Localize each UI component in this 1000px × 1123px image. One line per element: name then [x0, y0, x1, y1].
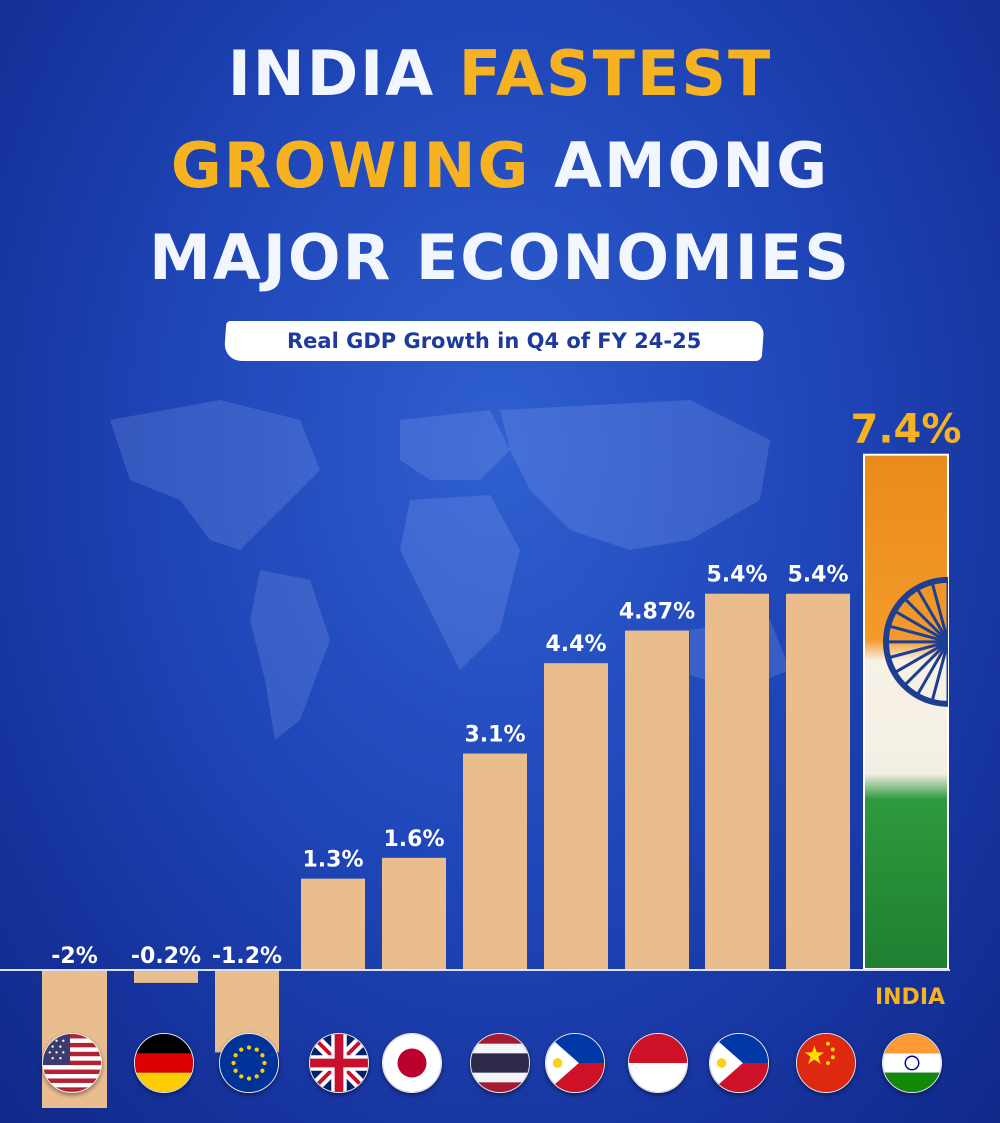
india-label: INDIA	[874, 985, 946, 1010]
china-flag-icon	[796, 1033, 856, 1093]
value-label: 4.4%	[545, 632, 606, 657]
bar	[134, 969, 198, 983]
title-highlight: GROWING	[170, 129, 531, 202]
title-line-1: INDIA FASTEST	[0, 28, 1000, 120]
usa-flag-icon	[42, 1033, 102, 1093]
value-label: -0.2%	[131, 944, 201, 969]
philippines-flag-icon	[709, 1033, 769, 1093]
bar	[382, 857, 446, 969]
value-label: 4.87%	[619, 600, 695, 625]
value-label: 3.1%	[464, 723, 525, 748]
bar	[544, 663, 608, 969]
japan-flag-icon	[382, 1033, 442, 1093]
germany-flag-icon	[134, 1033, 194, 1093]
value-label: 1.3%	[302, 848, 363, 873]
infographic-title: INDIA FASTEST GROWING AMONG MAJOR ECONOM…	[0, 28, 1000, 304]
title-text: INDIA	[227, 37, 459, 110]
value-label: 5.4%	[787, 563, 848, 588]
bar	[705, 593, 769, 969]
philippines-flag-icon	[545, 1033, 605, 1093]
title-highlight: FASTEST	[458, 37, 773, 110]
title-line-3: MAJOR ECONOMIES	[0, 212, 1000, 304]
bar	[625, 630, 689, 969]
india-flag-icon	[882, 1033, 942, 1093]
uk-flag-icon	[309, 1033, 369, 1093]
bar	[786, 593, 850, 969]
value-label: -1.2%	[212, 944, 282, 969]
world-map-background	[110, 400, 790, 740]
indonesia-flag-icon	[628, 1033, 688, 1093]
value-label: 5.4%	[706, 563, 767, 588]
value-label: -2%	[51, 944, 97, 969]
bar	[463, 753, 527, 969]
value-label: 7.4%	[851, 407, 962, 453]
thailand-flag-icon	[470, 1033, 530, 1093]
title-line-2: GROWING AMONG	[0, 120, 1000, 212]
bar-india	[863, 453, 949, 970]
value-label: 1.6%	[383, 827, 444, 852]
title-text: MAJOR ECONOMIES	[149, 221, 851, 294]
title-text: AMONG	[530, 129, 830, 202]
ashoka-chakra-icon	[883, 576, 948, 707]
bar	[301, 878, 365, 969]
chart-baseline	[0, 969, 950, 971]
eu-flag-icon	[219, 1033, 279, 1093]
